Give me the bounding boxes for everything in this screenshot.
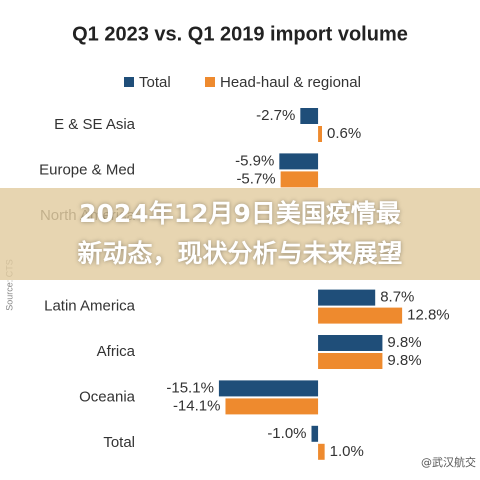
- value-label: 0.6%: [327, 125, 361, 142]
- category-label: Oceania: [79, 388, 136, 405]
- value-label: 9.8%: [387, 352, 421, 369]
- overlay-banner: 2024年12月9日美国疫情最 新动态，现状分析与未来展望: [0, 188, 480, 280]
- overlay-line: 2024年12月9日美国疫情最: [79, 199, 401, 228]
- bar: [280, 171, 319, 188]
- watermark: @武汉航交: [421, 454, 476, 470]
- value-label: -5.9%: [235, 152, 274, 169]
- category-label: E & SE Asia: [54, 116, 136, 133]
- category-label: Latin America: [44, 298, 136, 315]
- chart-title: Q1 2023 vs. Q1 2019 import volume: [72, 23, 408, 45]
- bar: [300, 108, 319, 124]
- value-label: 1.0%: [330, 443, 364, 460]
- value-label: -1.0%: [267, 425, 306, 442]
- legend-swatch: [205, 77, 215, 87]
- legend-swatch: [124, 77, 134, 87]
- value-label: -5.7%: [236, 170, 275, 187]
- value-label: 12.8%: [407, 307, 450, 324]
- source: Source: CTS: [4, 259, 14, 311]
- value-label: 8.7%: [380, 289, 414, 306]
- value-label: 9.8%: [387, 334, 421, 351]
- category-label: Europe & Med: [39, 161, 135, 178]
- value-label: -2.7%: [256, 107, 295, 124]
- overlay-line: 新动态，现状分析与未来展望: [77, 239, 403, 268]
- value-label: -14.1%: [173, 397, 221, 414]
- bar: [225, 398, 319, 415]
- value-label: -15.1%: [166, 379, 214, 396]
- bar: [318, 307, 403, 324]
- bar: [318, 289, 376, 306]
- legend-label: Total: [139, 74, 171, 91]
- bar: [318, 335, 383, 351]
- bar: [318, 443, 325, 460]
- bar: [218, 380, 319, 397]
- legend-label: Head-haul & regional: [220, 74, 361, 91]
- bar: [279, 153, 319, 170]
- bar: [318, 353, 383, 369]
- bar: [311, 425, 319, 442]
- bar: [318, 126, 323, 142]
- category-label: Africa: [97, 343, 136, 360]
- category-label: Total: [103, 434, 135, 451]
